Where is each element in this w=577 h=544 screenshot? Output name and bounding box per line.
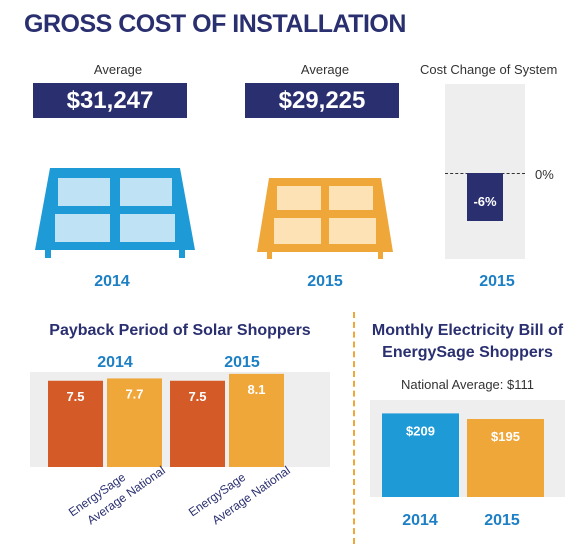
payback-title: Payback Period of Solar Shoppers bbox=[49, 322, 311, 339]
payback-chart: 7.5 7.7 7.5 8.1 bbox=[48, 373, 284, 467]
average-label-2015: Average bbox=[300, 62, 350, 77]
year-label-2014: 2014 bbox=[94, 273, 130, 290]
cost-change-bar bbox=[467, 173, 503, 221]
solar-panel-2014-icon bbox=[35, 168, 195, 258]
bill-bar-2015 bbox=[467, 419, 544, 497]
bill-bar-label-2015: $195 bbox=[491, 429, 520, 444]
payback-bar-2015-0 bbox=[170, 380, 225, 467]
bill-bar-2014 bbox=[382, 413, 459, 497]
payback-year-2014: 2014 bbox=[97, 354, 133, 371]
bill-year-2015: 2015 bbox=[484, 512, 520, 529]
payback-bar-2015-1 bbox=[229, 373, 284, 467]
payback-bar-2014-1 bbox=[107, 378, 162, 467]
cost-change-title: Cost Change of System bbox=[420, 62, 558, 77]
national-average: National Average: $111 bbox=[401, 377, 534, 392]
average-cost-2015: $29,225 bbox=[245, 83, 399, 118]
bill-title-line1: Monthly Electricity Bill of bbox=[371, 322, 564, 339]
page-title: GROSS COST OF INSTALLATION bbox=[24, 10, 406, 38]
year-label-2015: 2015 bbox=[307, 273, 343, 290]
solar-panel-2015-icon bbox=[257, 178, 393, 259]
bill-year-2014: 2014 bbox=[402, 512, 438, 529]
payback-bar-label-2014-1: 7.7 bbox=[125, 386, 143, 401]
bill-chart: $209 $195 bbox=[382, 413, 544, 497]
cost-change-panel bbox=[445, 84, 525, 259]
average-cost-2014: $31,247 bbox=[33, 83, 187, 118]
cost-change-year: 2015 bbox=[479, 273, 515, 290]
payback-year-2015: 2015 bbox=[224, 354, 260, 371]
cost-change-bar-label: -6% bbox=[473, 194, 497, 209]
payback-bar-label-2015-1: 8.1 bbox=[247, 382, 265, 397]
bill-title-line2: EnergySage Shoppers bbox=[382, 344, 553, 361]
zero-percent-label: 0% bbox=[535, 167, 554, 182]
cost-change-chart: -6% bbox=[467, 173, 503, 221]
payback-bar-label-2015-0: 7.5 bbox=[188, 389, 206, 404]
payback-bar-2014-0 bbox=[48, 380, 103, 467]
vertical-divider bbox=[353, 312, 355, 544]
payback-bar-label-2014-0: 7.5 bbox=[66, 389, 84, 404]
average-label-2014: Average bbox=[93, 62, 143, 77]
bill-bar-label-2014: $209 bbox=[406, 423, 435, 438]
